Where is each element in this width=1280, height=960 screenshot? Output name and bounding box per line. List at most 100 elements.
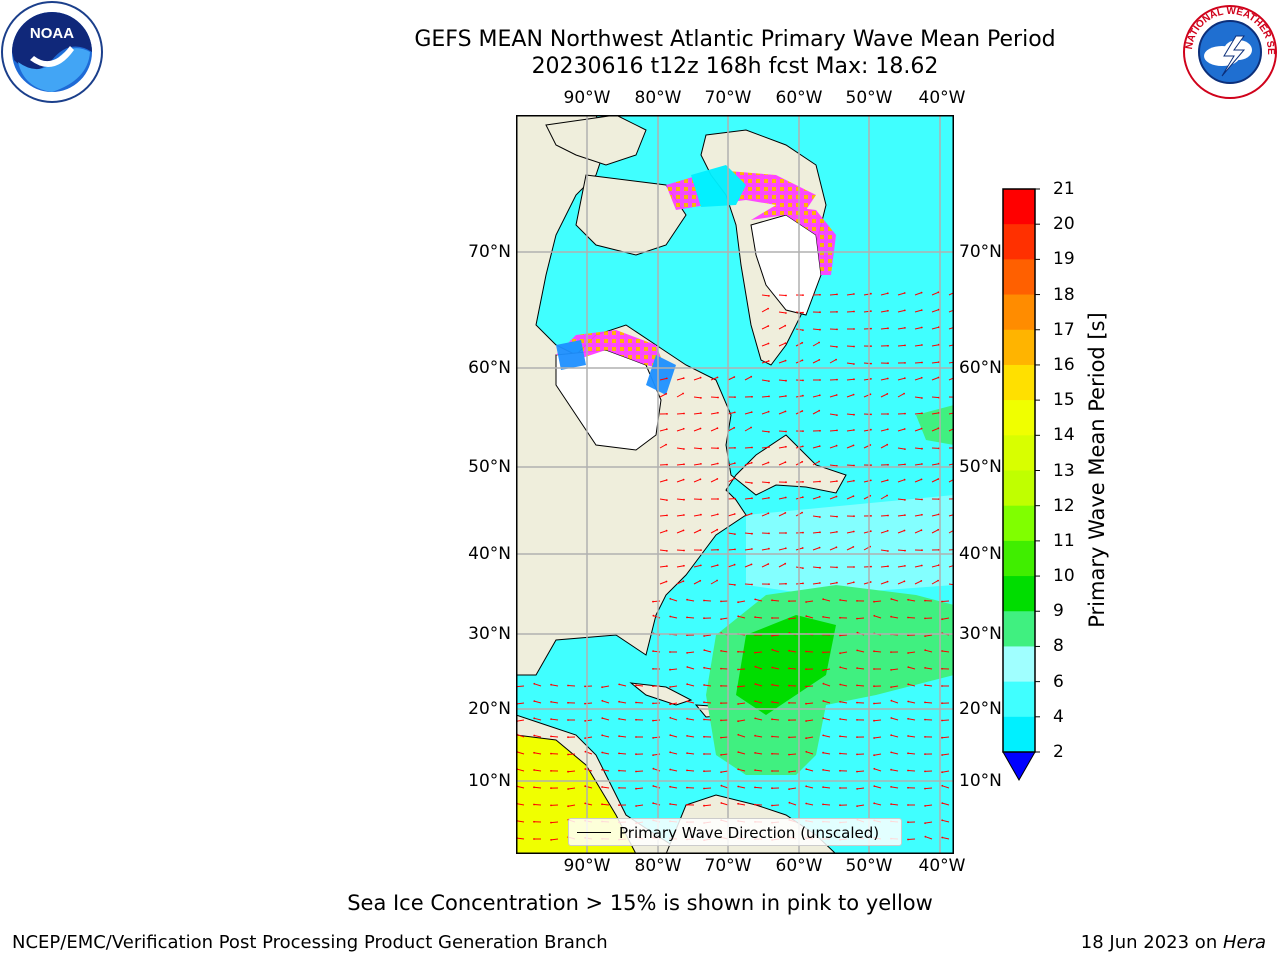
wave-arrow — [931, 361, 939, 364]
wave-arrow — [897, 514, 905, 517]
wave-arrow — [778, 563, 786, 568]
wave-arrow — [737, 668, 746, 670]
wave-arrow — [676, 447, 684, 450]
wave-arrow-head — [754, 717, 757, 720]
wave-arrow-head — [720, 754, 722, 756]
wave-arrow — [839, 634, 848, 636]
wave-arrow-head — [720, 784, 723, 787]
wave-arrow-head — [886, 529, 889, 532]
wave-arrow-head — [601, 686, 603, 689]
wave-arrow-head — [941, 667, 943, 670]
wave-arrow-head — [788, 649, 790, 652]
wave-arrow-head — [873, 685, 875, 688]
wave-arrow-head — [924, 617, 926, 620]
wave-arrow — [687, 599, 695, 602]
wave-arrow-head — [785, 430, 787, 433]
wave-arrow-head — [737, 751, 740, 753]
wave-arrow — [721, 650, 729, 653]
wave-arrow — [778, 547, 786, 551]
wave-arrow-head — [801, 547, 804, 549]
wave-arrow — [873, 600, 882, 603]
wave-arrow — [670, 685, 678, 688]
wave-arrow-head — [836, 581, 838, 584]
wave-arrow — [823, 668, 831, 671]
wave-arrow — [652, 719, 661, 722]
wave-arrow — [891, 685, 899, 688]
wave-arrow-head — [720, 802, 723, 804]
wave-arrow-head — [768, 395, 770, 398]
wave-arrow-head — [584, 702, 586, 705]
wave-arrow — [874, 753, 882, 756]
wave-arrow-head — [920, 427, 923, 430]
wave-arrow — [744, 583, 753, 585]
wave-arrow-head — [716, 478, 719, 480]
wave-arrow-head — [835, 394, 838, 396]
wave-arrow — [863, 362, 872, 365]
wave-arrow-head — [805, 650, 807, 653]
wave-arrow-head — [903, 392, 905, 395]
wave-arrow-head — [870, 327, 872, 330]
wave-arrow — [755, 717, 763, 721]
wave-arrow — [738, 615, 746, 619]
wave-arrow — [635, 702, 644, 704]
wave-arrow-head — [767, 512, 770, 515]
wave-arrow-head — [618, 752, 620, 755]
wave-arrow — [829, 480, 837, 483]
map-legend: Primary Wave Direction (unscaled) — [568, 818, 902, 846]
wave-arrow-head — [856, 736, 858, 738]
wave-arrow-head — [784, 496, 787, 499]
lon-tick-bottom: 60°W — [775, 856, 823, 876]
wave-arrow-head — [805, 668, 807, 671]
wave-arrow — [840, 599, 848, 602]
wave-arrow — [659, 393, 667, 398]
wave-arrow-head — [802, 379, 804, 382]
wave-arrow — [789, 770, 797, 773]
wave-arrow — [840, 718, 848, 721]
wave-arrow-head — [767, 360, 770, 362]
wave-arrow — [755, 598, 763, 602]
wave-arrow-head — [822, 700, 825, 702]
wave-arrow — [874, 615, 882, 619]
wave-arrow-head — [886, 292, 889, 295]
wave-arrow — [829, 359, 837, 364]
wave-arrow — [771, 599, 780, 602]
wave-arrow-head — [822, 717, 825, 720]
wave-arrow-head — [669, 668, 671, 671]
wave-arrow-head — [533, 838, 535, 840]
wave-arrow — [755, 683, 763, 687]
wave-arrow-head — [550, 787, 552, 789]
wave-arrow-head — [618, 700, 620, 703]
wave-arrow — [771, 718, 780, 721]
wave-arrow — [789, 802, 797, 806]
wave-arrow — [856, 617, 865, 620]
colorbar-segment — [1003, 576, 1035, 612]
wave-arrow-head — [924, 753, 926, 755]
wave-arrow — [891, 786, 899, 789]
wave-arrow-head — [853, 566, 855, 568]
wave-arrow — [914, 478, 922, 483]
wave-arrow-head — [737, 733, 740, 736]
wave-arrow — [880, 327, 889, 330]
wave-arrow — [914, 463, 922, 466]
wave-arrow — [755, 752, 763, 755]
wave-arrow-head — [751, 446, 753, 449]
wave-arrow-head — [802, 394, 804, 397]
wave-arrow-head — [750, 426, 752, 429]
wave-arrow — [704, 667, 712, 670]
wave-arrow — [891, 598, 899, 602]
wave-arrow-head — [907, 652, 909, 654]
wave-arrow-head — [754, 616, 756, 618]
wave-arrow-head — [819, 379, 821, 381]
wave-arrow-head — [869, 444, 872, 446]
wave-arrow — [755, 769, 763, 772]
wave-arrow — [914, 529, 922, 534]
wave-arrow-head — [920, 326, 923, 329]
wave-arrow-head — [652, 685, 654, 687]
wave-arrow-head — [788, 684, 790, 687]
wave-arrow — [931, 309, 939, 313]
wave-arrow-head — [924, 667, 926, 669]
wave-arrow — [755, 700, 763, 704]
wave-arrow-head — [665, 529, 668, 532]
wave-arrow-head — [805, 601, 807, 603]
sea-ice — [556, 165, 836, 395]
